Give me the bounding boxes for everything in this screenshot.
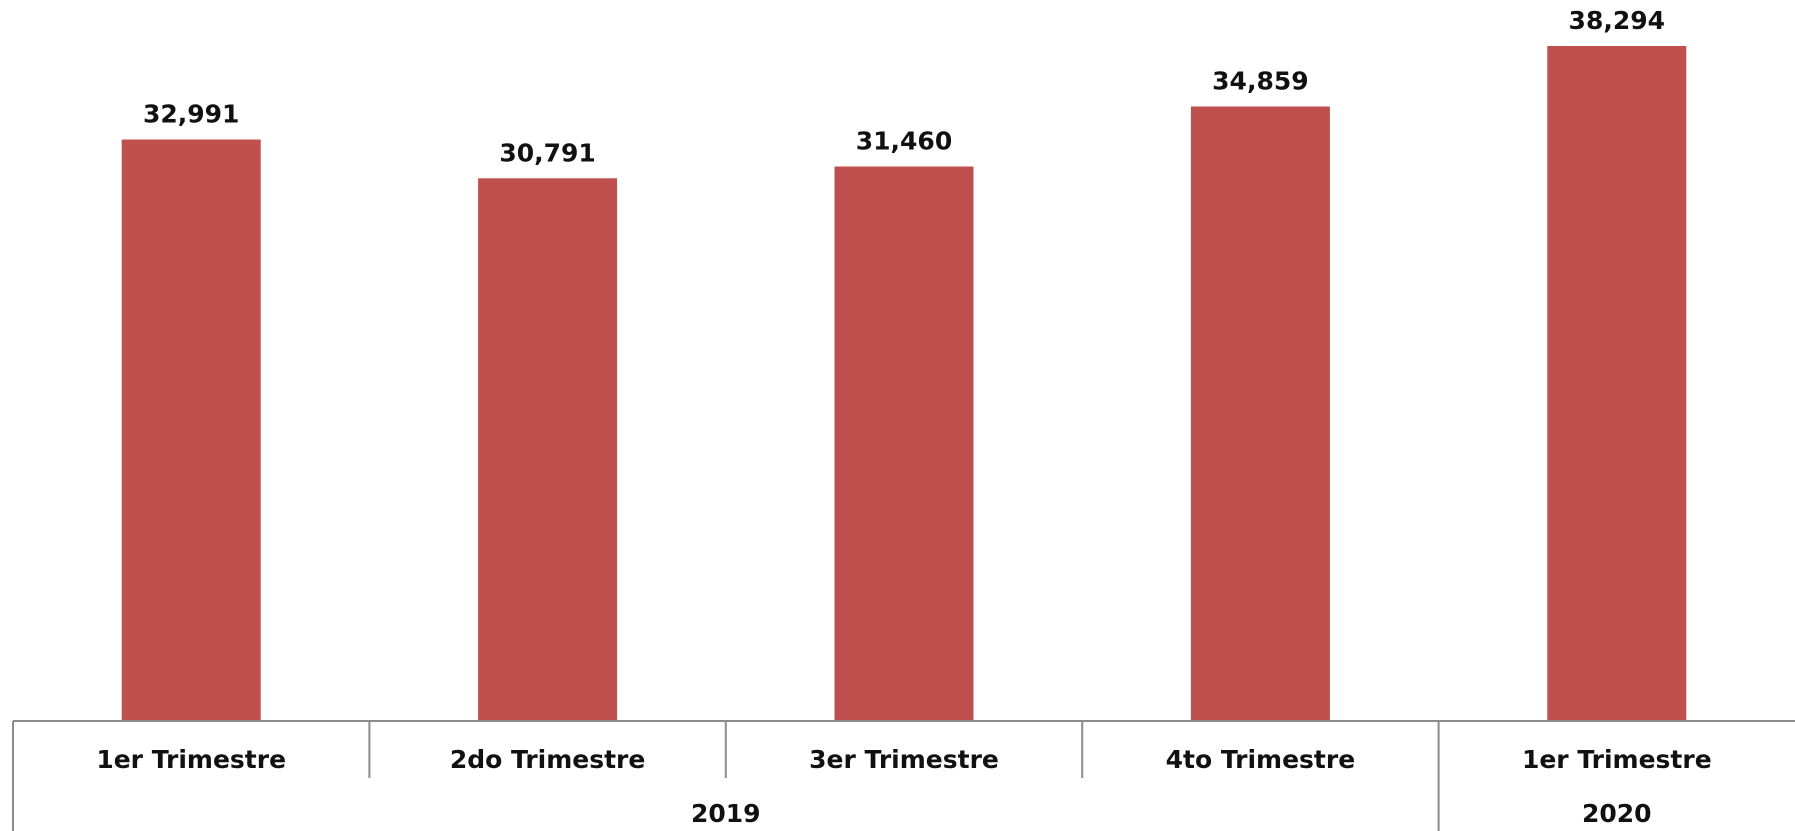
data-label-1: 32,991 <box>143 100 239 129</box>
bar-1 <box>121 139 261 721</box>
data-labels-layer: 32,991 30,791 31,460 34,859 38,294 <box>143 6 1665 167</box>
category-axis: 1er Trimestre 2do Trimestre 3er Trimestre 4… <box>12 720 1795 831</box>
data-label-2: 30,791 <box>499 138 595 167</box>
data-label-5: 38,294 <box>1569 6 1665 35</box>
bar-5 <box>1547 46 1687 721</box>
data-label-3: 31,460 <box>856 127 952 156</box>
bar-3 <box>834 166 974 721</box>
group-label-2: 2020 <box>1582 799 1652 828</box>
category-label-2: 2do Trimestre <box>450 745 646 774</box>
bars-layer <box>121 46 1687 722</box>
group-label-1: 2019 <box>691 799 761 828</box>
category-label-3: 3er Trimestre <box>809 745 999 774</box>
category-label-5: 1er Trimestre <box>1522 745 1712 774</box>
data-label-4: 34,859 <box>1212 67 1308 96</box>
bar-2 <box>478 178 618 722</box>
category-label-1: 1er Trimestre <box>96 745 286 774</box>
category-label-4: 4to Trimestre <box>1166 745 1356 774</box>
bar-4 <box>1190 106 1330 721</box>
